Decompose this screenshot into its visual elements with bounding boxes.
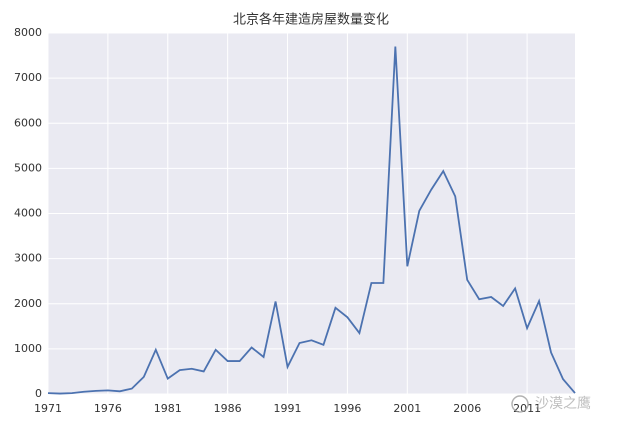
x-tick-label: 1986 [214,402,242,415]
line [47,46,576,395]
x-tick-label: 1981 [154,402,182,415]
watermark: 沙漠之鹰 [535,396,591,412]
watermark-group: 沙漠之鹰 [511,395,591,413]
y-tick-label: 8000 [14,26,42,39]
watermark-icon [511,395,529,413]
chart-title: 北京各年建造房屋数量变化 [233,12,389,28]
x-tick-label: 1976 [94,402,122,415]
x-tick-label: 2001 [393,402,421,415]
x-tick-label: 1996 [333,402,361,415]
y-tick-label: 4000 [14,207,42,220]
y-tick-label: 6000 [14,116,42,129]
y-tick-label: 3000 [14,252,42,265]
y-tick-label: 2000 [14,297,42,310]
x-tick-label: 1971 [34,402,62,415]
y-tick-label: 5000 [14,161,42,174]
y-tick-label: 0 [35,387,42,400]
y-tick-label: 7000 [14,71,42,84]
x-tick-label: 1991 [274,402,302,415]
x-tick-label: 2006 [453,402,481,415]
y-tick-label: 1000 [14,342,42,355]
